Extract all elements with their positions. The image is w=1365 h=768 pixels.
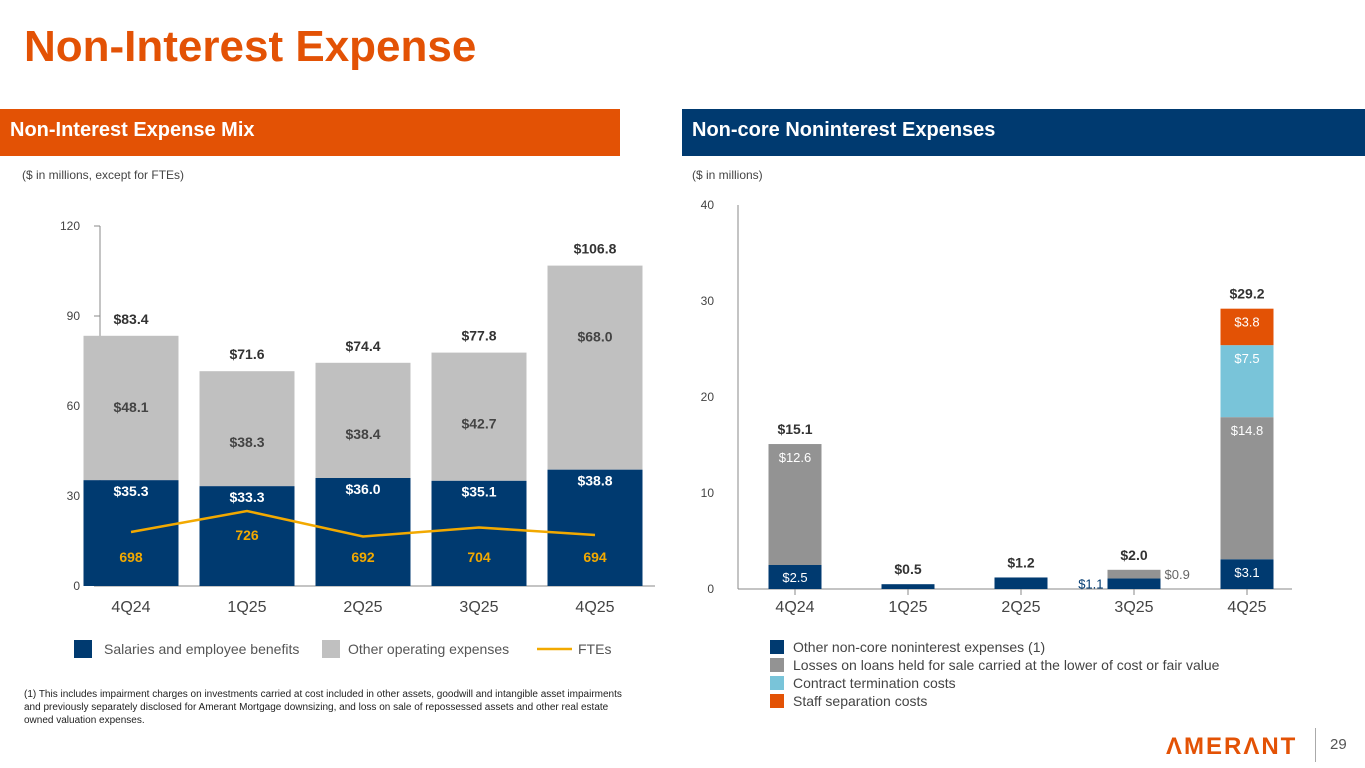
y-tick-label: 0	[73, 579, 80, 593]
x-tick-label: 4Q25	[575, 599, 614, 616]
bar-value-label: $33.3	[229, 489, 264, 505]
bar-value-label: $38.3	[229, 434, 264, 450]
legend-label: Contract termination costs	[793, 675, 956, 691]
bar-value-label: $36.0	[345, 481, 380, 497]
total-label: $71.6	[229, 346, 264, 362]
divider	[1315, 728, 1316, 762]
bar-value-label: $3.1	[1234, 565, 1259, 580]
x-tick-label: 4Q24	[111, 599, 150, 616]
bar-segment	[1220, 308, 1274, 346]
bar-salaries	[83, 480, 179, 586]
legend-label: FTEs	[578, 641, 611, 657]
x-tick-label: 1Q25	[888, 599, 927, 616]
bar-value-label: $1.1	[1078, 577, 1103, 592]
fte-label: 692	[351, 549, 375, 565]
total-label: $74.4	[345, 338, 380, 354]
legend-swatch	[770, 694, 784, 708]
page-number: 29	[1330, 736, 1347, 753]
bar-segment	[1107, 578, 1161, 589]
bar-value-label: $0.9	[1165, 567, 1190, 582]
y-tick-label: 30	[67, 489, 81, 503]
legend-label: Other operating expenses	[348, 641, 509, 657]
bar-segment	[768, 444, 822, 565]
fte-label: 698	[119, 549, 143, 565]
fte-label: 704	[467, 549, 491, 565]
footnote: (1) This includes impairment charges on …	[24, 689, 622, 726]
bar-segment	[1220, 345, 1274, 418]
bar-value-label: $3.8	[1234, 315, 1259, 330]
right-section-header: Non-core Noninterest Expenses	[682, 109, 1365, 156]
bar-value-label: $7.5	[1234, 351, 1259, 366]
bar-value-label: $38.8	[577, 473, 612, 489]
bar-other	[431, 352, 527, 481]
total-label: $77.8	[461, 328, 496, 344]
legend-label: Losses on loans held for sale carried at…	[793, 657, 1220, 673]
bar-other	[547, 265, 643, 470]
total-label: $0.5	[894, 561, 921, 577]
bar-salaries	[315, 478, 411, 586]
bar-value-label: $14.8	[1231, 423, 1264, 438]
total-label: $1.2	[1007, 554, 1034, 570]
legend-swatch	[770, 676, 784, 690]
right-subtitle: ($ in millions)	[692, 168, 763, 182]
bar-value-label: $12.6	[779, 450, 812, 465]
bar-segment	[768, 565, 822, 589]
y-tick-label: 20	[701, 390, 715, 404]
x-tick-label: 3Q25	[1114, 599, 1153, 616]
bar-value-label: $38.4	[345, 426, 380, 442]
total-label: $106.8	[574, 241, 617, 257]
bar-value-label: $48.1	[113, 399, 148, 415]
total-label: $29.2	[1229, 286, 1264, 302]
y-tick-label: 60	[67, 399, 81, 413]
total-label: $83.4	[113, 311, 148, 327]
bar-value-label: $2.5	[782, 570, 807, 585]
x-tick-label: 3Q25	[459, 599, 498, 616]
legend-swatch-salaries	[74, 640, 92, 658]
legend-swatch-other	[322, 640, 340, 658]
total-label: $15.1	[777, 421, 812, 437]
bar-salaries	[547, 469, 643, 586]
bar-value-label: $35.3	[113, 483, 148, 499]
legend-label: Salaries and employee benefits	[104, 641, 299, 657]
y-tick-label: 90	[67, 309, 81, 323]
bar-value-label: $68.0	[577, 329, 612, 345]
y-tick-label: 120	[60, 219, 80, 233]
bar-segment	[1220, 417, 1274, 560]
x-tick-label: 4Q24	[775, 599, 814, 616]
page-title: Non-Interest Expense	[24, 22, 477, 71]
bar-segment	[1107, 569, 1161, 579]
bar-segment	[881, 584, 935, 589]
legend-swatch	[770, 658, 784, 672]
fte-line	[130, 509, 596, 538]
x-tick-label: 2Q25	[1001, 599, 1040, 616]
legend-label: Staff separation costs	[793, 693, 927, 709]
bar-value-label: $35.1	[461, 484, 496, 500]
bar-other	[83, 335, 179, 481]
bar-segment	[994, 577, 1048, 589]
bar-other	[315, 362, 411, 478]
amerant-logo: ΛMERΛNT	[1166, 733, 1298, 760]
y-tick-label: 0	[707, 582, 714, 596]
bar-other	[199, 371, 295, 487]
y-tick-label: 30	[701, 294, 715, 308]
bar-segment	[1220, 559, 1274, 589]
x-tick-label: 4Q25	[1227, 599, 1266, 616]
x-tick-label: 1Q25	[227, 599, 266, 616]
legend-swatch	[770, 640, 784, 654]
x-tick-label: 2Q25	[343, 599, 382, 616]
fte-label: 694	[583, 549, 607, 565]
left-section-header: Non-Interest Expense Mix	[0, 109, 620, 156]
legend-label: Other non-core noninterest expenses (1)	[793, 639, 1045, 655]
bar-salaries	[199, 486, 295, 586]
y-tick-label: 10	[701, 486, 715, 500]
bar-salaries	[431, 480, 527, 586]
fte-label: 726	[235, 527, 259, 543]
total-label: $2.0	[1120, 547, 1147, 563]
y-tick-label: 40	[701, 198, 715, 212]
bar-value-label: $42.7	[461, 416, 496, 432]
left-subtitle: ($ in millions, except for FTEs)	[22, 168, 185, 182]
